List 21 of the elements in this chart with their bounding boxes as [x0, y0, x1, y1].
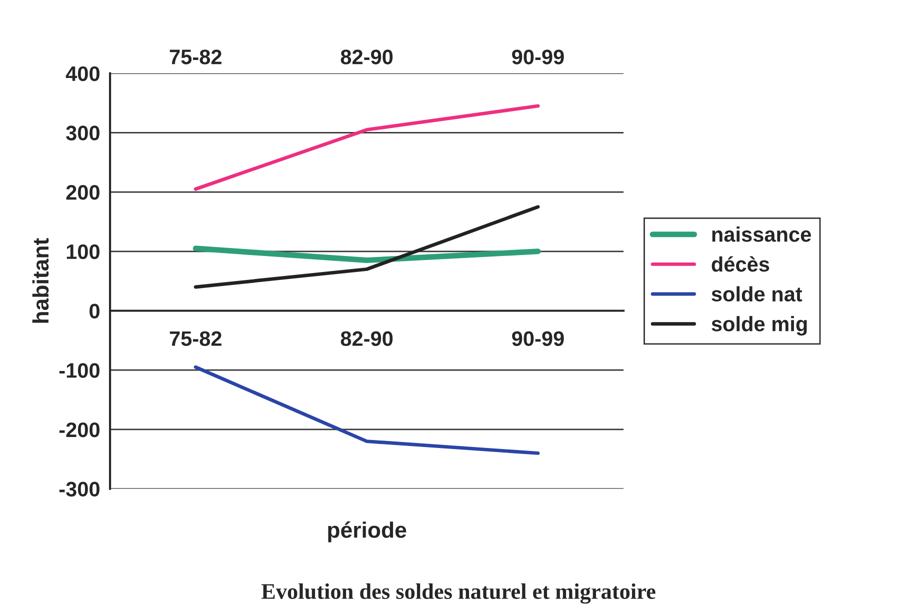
y-tick-label: 0	[90, 304, 100, 318]
x-axis-title: période	[328, 521, 406, 542]
legend-label: solde nat	[712, 286, 802, 302]
y-tick-label: 400	[66, 66, 100, 82]
legend-label: décès	[712, 256, 770, 272]
y-tick-label: -200	[59, 422, 100, 438]
text: Evolution des soldes naturel et migratoire	[261, 583, 656, 604]
x-tick-label: 75-82	[170, 50, 222, 64]
category-label: 82-90	[340, 331, 393, 346]
y-tick-label: 100	[66, 244, 100, 260]
legend-label: solde mig	[712, 316, 807, 336]
y-tick-label: 300	[66, 126, 100, 140]
y-tick-label: -300	[59, 482, 100, 497]
legend-label: naissance	[712, 226, 811, 242]
category-label: 75-82	[170, 331, 222, 346]
category-label: 90-99	[512, 331, 564, 346]
x-tick-label: 82-90	[340, 50, 393, 64]
y-tick-label: -100	[59, 363, 100, 378]
y-axis-title: habitant	[32, 238, 49, 323]
y-tick-label: 200	[66, 185, 100, 200]
x-tick-label: 90-99	[512, 50, 564, 64]
